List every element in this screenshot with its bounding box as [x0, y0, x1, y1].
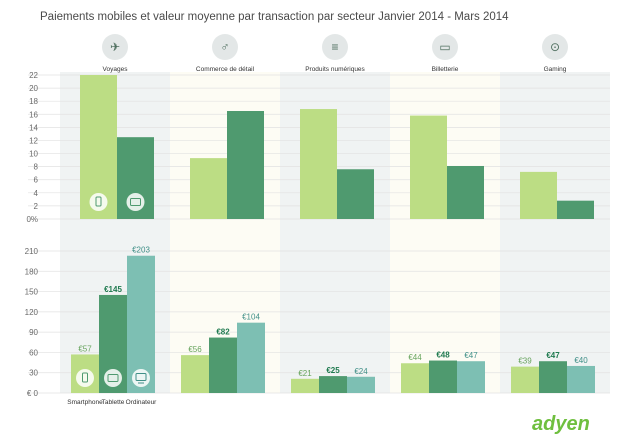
smartphone-icon [89, 193, 108, 211]
gamepad-icon-glyph: ⊙ [550, 40, 560, 54]
bottom-bar-label: €104 [242, 313, 260, 322]
top-bar [447, 165, 484, 219]
bottom-bar-label: €145 [104, 285, 122, 294]
bottom-bar-label: €203 [132, 246, 150, 255]
top-bars [80, 75, 594, 219]
top-tick-label: 6 [34, 176, 39, 185]
category-label: Gaming [544, 66, 567, 73]
chart-title: Paiements mobiles et valeur moyenne par … [40, 11, 509, 23]
bottom-bar [539, 361, 567, 393]
ticket-icon-glyph: ▭ [439, 40, 450, 54]
bottom-bar [209, 337, 237, 393]
top-y-axis-ticks: 0% 2 4 6 8 10 12 14 16 18 20 22 [26, 71, 38, 224]
bottom-bar [457, 361, 485, 393]
top-tick-label: 16 [29, 110, 38, 119]
category-headers: ✈ Voyages ♂ Commerce de détail ≡ Produits num… [102, 34, 568, 73]
bottom-bar-label: €48 [436, 351, 450, 360]
bottom-bar [567, 365, 595, 393]
legend-item: Smartphone [67, 399, 103, 406]
top-bar [337, 169, 374, 219]
sliders-icon-glyph: ≡ [331, 40, 338, 54]
top-bar [190, 158, 227, 219]
bottom-bar-label: €40 [574, 356, 588, 365]
dress-icon-glyph: ♂ [221, 40, 230, 54]
top-bar [300, 109, 337, 219]
bottom-bar [429, 360, 457, 393]
sliders-icon [322, 34, 348, 60]
bottom-tick-label: 120 [25, 308, 39, 317]
tablet-icon [104, 369, 122, 387]
bottom-bar [347, 376, 375, 393]
bottom-bar-label: €44 [408, 353, 422, 362]
bottom-bar-label: €39 [518, 357, 532, 366]
category-label: Commerce de détail [196, 66, 255, 73]
bottom-y-axis-ticks: € 0 30 60 90 120 150 180 210 [25, 247, 39, 398]
bottom-bar-label: €57 [78, 344, 92, 353]
bottom-bar [511, 366, 539, 393]
bottom-tick-label: 180 [25, 267, 39, 276]
bottom-bar [291, 378, 319, 393]
bottom-tick-label: € 0 [27, 389, 39, 398]
top-tick-label: 8 [34, 163, 39, 172]
top-bar [520, 171, 557, 219]
top-tick-label: 0% [26, 215, 38, 224]
smartphone-icon-shape [82, 372, 88, 383]
bottom-bar-label: €25 [326, 366, 340, 375]
bottom-bar [237, 322, 265, 393]
bottom-bar-label: €47 [546, 351, 560, 360]
bottom-bar-label: €47 [464, 351, 478, 360]
top-tick-label: 4 [34, 189, 39, 198]
airplane-icon-glyph: ✈ [110, 40, 120, 54]
bottom-tick-label: 150 [25, 288, 39, 297]
top-bar [557, 200, 594, 219]
bottom-bar [319, 376, 347, 393]
bottom-bar [401, 363, 429, 393]
airplane-icon [102, 34, 128, 60]
top-tick-label: 22 [29, 71, 38, 80]
top-bar [227, 111, 264, 219]
category-label: Voyages [103, 66, 129, 73]
brand-logo: adyen [532, 413, 590, 435]
bottom-bar-label: €82 [216, 328, 230, 337]
top-tick-label: 14 [29, 123, 38, 132]
bottom-tick-label: 210 [25, 247, 39, 256]
top-tick-label: 2 [34, 202, 39, 211]
computer-icon [132, 369, 150, 387]
bottom-bar-label: €56 [188, 345, 202, 354]
category-label: Produits numériques [305, 66, 365, 73]
top-tick-label: 10 [29, 150, 38, 159]
legend-item: Ordinateur [126, 399, 158, 406]
gamepad-icon [542, 34, 568, 60]
tablet-icon-shape [130, 198, 141, 206]
category-band [500, 72, 610, 393]
legend-item: Tablette [102, 399, 125, 406]
bottom-bars: €57 €56 €21 €44 €39 €145 €82 €25 €48 €47 €203 €104 €… [71, 246, 595, 393]
top-bar [410, 115, 447, 219]
smartphone-icon-shape [95, 196, 102, 207]
bottom-bar-label: €24 [354, 367, 368, 376]
tablet-icon-shape [107, 374, 119, 382]
top-tick-label: 12 [29, 136, 38, 145]
bottom-bar [181, 355, 209, 393]
ticket-icon [432, 34, 458, 60]
bottom-bar-label: €21 [298, 369, 312, 378]
bottom-tick-label: 90 [29, 328, 38, 337]
category-label: Billetterie [432, 66, 459, 73]
bottom-tick-label: 30 [29, 369, 38, 378]
bottom-tick-label: 60 [29, 348, 38, 357]
top-tick-label: 18 [29, 97, 38, 106]
smartphone-icon [76, 369, 94, 387]
computer-icon-shape [135, 373, 147, 381]
dress-icon [212, 34, 238, 60]
tablet-icon [126, 193, 145, 211]
top-tick-label: 20 [29, 84, 38, 93]
